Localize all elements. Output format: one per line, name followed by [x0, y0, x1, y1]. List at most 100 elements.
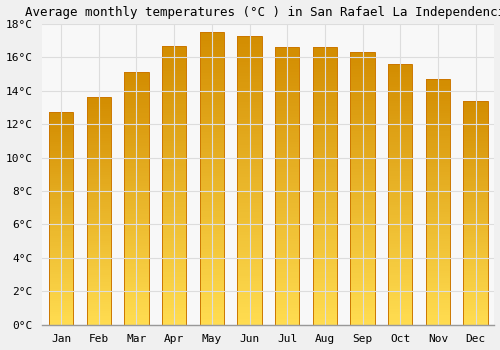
- Bar: [49, 208, 74, 210]
- Bar: [238, 38, 262, 41]
- Bar: [200, 132, 224, 135]
- Bar: [200, 293, 224, 295]
- Bar: [312, 280, 337, 283]
- Bar: [162, 213, 186, 216]
- Bar: [162, 191, 186, 194]
- Bar: [426, 224, 450, 226]
- Bar: [124, 158, 148, 161]
- Bar: [200, 287, 224, 290]
- Bar: [426, 214, 450, 217]
- Bar: [200, 117, 224, 120]
- Bar: [162, 222, 186, 224]
- Bar: [162, 314, 186, 316]
- Bar: [162, 202, 186, 205]
- Bar: [200, 173, 224, 176]
- Bar: [312, 94, 337, 97]
- Bar: [86, 150, 111, 152]
- Bar: [200, 178, 224, 181]
- Bar: [238, 131, 262, 134]
- Bar: [426, 116, 450, 118]
- Bar: [200, 129, 224, 132]
- Bar: [238, 151, 262, 154]
- Bar: [426, 226, 450, 229]
- Bar: [124, 272, 148, 274]
- Bar: [350, 199, 375, 202]
- Bar: [312, 189, 337, 191]
- Bar: [238, 36, 262, 38]
- Bar: [200, 319, 224, 322]
- Bar: [124, 224, 148, 226]
- Bar: [275, 111, 299, 114]
- Bar: [124, 244, 148, 246]
- Bar: [464, 119, 488, 121]
- Bar: [426, 207, 450, 209]
- Bar: [162, 46, 186, 325]
- Bar: [312, 197, 337, 200]
- Bar: [312, 233, 337, 236]
- Bar: [350, 189, 375, 191]
- Bar: [162, 107, 186, 110]
- Bar: [388, 100, 412, 103]
- Bar: [238, 146, 262, 148]
- Bar: [200, 313, 224, 316]
- Bar: [238, 108, 262, 111]
- Bar: [238, 91, 262, 93]
- Bar: [350, 96, 375, 99]
- Bar: [124, 312, 148, 315]
- Bar: [388, 137, 412, 140]
- Bar: [86, 204, 111, 206]
- Bar: [426, 177, 450, 180]
- Bar: [49, 157, 74, 159]
- Bar: [312, 314, 337, 316]
- Bar: [238, 50, 262, 53]
- Bar: [49, 225, 74, 227]
- Bar: [124, 153, 148, 156]
- Bar: [238, 157, 262, 160]
- Bar: [350, 314, 375, 316]
- Bar: [464, 229, 488, 231]
- Bar: [124, 267, 148, 269]
- Bar: [312, 247, 337, 250]
- Bar: [124, 221, 148, 224]
- Bar: [238, 114, 262, 117]
- Bar: [275, 197, 299, 200]
- Bar: [124, 274, 148, 277]
- Bar: [124, 171, 148, 173]
- Bar: [426, 248, 450, 251]
- Bar: [49, 195, 74, 197]
- Bar: [350, 172, 375, 175]
- Bar: [312, 172, 337, 175]
- Bar: [350, 134, 375, 137]
- Bar: [49, 293, 74, 295]
- Bar: [312, 225, 337, 228]
- Bar: [275, 258, 299, 261]
- Bar: [124, 277, 148, 279]
- Bar: [312, 264, 337, 266]
- Bar: [86, 304, 111, 307]
- Bar: [86, 193, 111, 195]
- Bar: [312, 50, 337, 53]
- Bar: [162, 322, 186, 325]
- Bar: [350, 61, 375, 63]
- Bar: [86, 145, 111, 147]
- Bar: [238, 137, 262, 140]
- Bar: [350, 58, 375, 61]
- Bar: [200, 219, 224, 222]
- Bar: [162, 127, 186, 130]
- Bar: [426, 290, 450, 293]
- Bar: [86, 104, 111, 106]
- Bar: [350, 99, 375, 101]
- Bar: [49, 299, 74, 301]
- Bar: [162, 233, 186, 236]
- Bar: [162, 210, 186, 213]
- Bar: [49, 187, 74, 189]
- Bar: [49, 176, 74, 178]
- Bar: [312, 194, 337, 197]
- Bar: [200, 290, 224, 293]
- Bar: [49, 117, 74, 119]
- Bar: [312, 53, 337, 56]
- Bar: [124, 176, 148, 178]
- Bar: [238, 302, 262, 304]
- Bar: [86, 154, 111, 156]
- Bar: [350, 287, 375, 289]
